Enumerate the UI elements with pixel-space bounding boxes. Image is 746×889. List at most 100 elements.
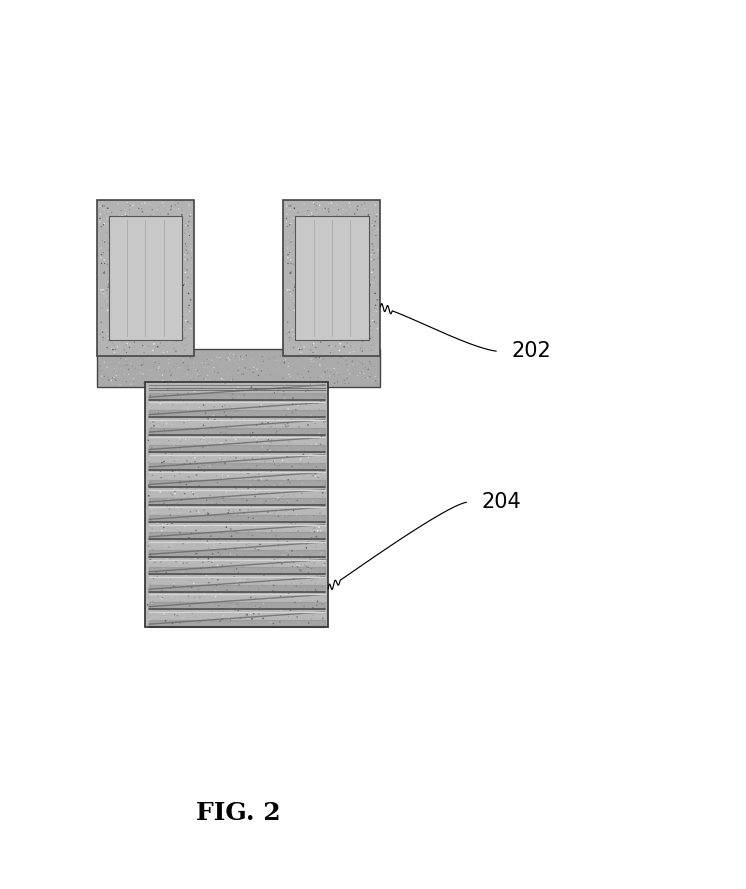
Point <box>251 485 263 499</box>
Point <box>166 372 178 387</box>
Point <box>143 332 155 346</box>
Point <box>354 322 366 336</box>
Point <box>288 294 300 308</box>
Point <box>329 328 341 342</box>
Point <box>215 353 227 367</box>
Point <box>204 373 216 388</box>
Point <box>107 284 119 298</box>
Point <box>213 532 225 546</box>
Point <box>341 271 353 285</box>
Point <box>231 404 242 419</box>
Point <box>345 268 357 283</box>
Point <box>122 219 134 233</box>
Point <box>110 286 122 300</box>
Point <box>120 352 132 366</box>
Point <box>319 560 331 574</box>
Point <box>125 348 137 362</box>
Point <box>189 562 201 576</box>
Point <box>122 214 134 228</box>
Point <box>319 202 330 216</box>
Point <box>124 296 136 310</box>
Point <box>282 511 294 525</box>
Point <box>170 537 182 551</box>
Point <box>231 450 242 464</box>
Point <box>148 284 160 298</box>
Point <box>239 405 251 420</box>
Point <box>132 289 144 303</box>
Point <box>227 389 239 404</box>
Point <box>289 201 301 215</box>
Point <box>305 467 317 481</box>
Point <box>97 283 109 297</box>
Point <box>204 550 216 565</box>
Point <box>216 428 228 442</box>
Point <box>233 361 245 375</box>
Point <box>225 613 236 628</box>
Point <box>316 271 327 285</box>
Point <box>271 381 283 396</box>
Point <box>331 228 343 242</box>
Point <box>289 596 301 610</box>
Point <box>157 225 169 239</box>
Point <box>181 583 192 597</box>
Point <box>315 335 327 349</box>
Point <box>262 372 274 386</box>
Point <box>298 284 310 298</box>
Point <box>371 209 383 223</box>
Point <box>286 442 298 456</box>
Point <box>328 276 340 291</box>
Point <box>351 198 363 212</box>
Point <box>95 369 107 383</box>
Point <box>304 511 316 525</box>
Point <box>229 525 241 539</box>
Point <box>302 204 314 218</box>
Point <box>293 336 305 350</box>
Point <box>192 364 204 378</box>
Point <box>215 525 227 540</box>
Point <box>262 525 274 540</box>
Point <box>134 366 146 380</box>
Point <box>148 369 160 383</box>
Point <box>339 236 351 251</box>
Point <box>313 357 325 372</box>
Point <box>256 416 268 430</box>
Point <box>231 562 242 576</box>
Point <box>133 313 145 327</box>
Point <box>280 212 292 226</box>
Point <box>301 456 313 470</box>
Point <box>281 283 293 297</box>
Point <box>340 302 352 316</box>
Point <box>336 272 348 286</box>
Point <box>154 301 166 316</box>
Point <box>157 244 169 259</box>
Point <box>333 210 345 224</box>
Point <box>350 261 362 276</box>
Point <box>232 604 244 618</box>
Point <box>161 247 173 261</box>
Point <box>307 220 319 235</box>
Point <box>289 605 301 620</box>
Point <box>368 252 380 267</box>
Point <box>272 477 283 492</box>
Point <box>158 297 170 311</box>
Point <box>229 542 241 557</box>
Point <box>309 255 321 269</box>
Point <box>278 388 290 402</box>
Point <box>168 438 180 453</box>
Point <box>101 340 113 355</box>
Point <box>243 363 255 377</box>
Point <box>103 373 115 388</box>
Point <box>148 575 160 589</box>
Point <box>252 543 264 557</box>
Point <box>114 231 126 245</box>
Point <box>277 376 289 390</box>
Point <box>145 549 157 564</box>
Point <box>181 406 192 420</box>
Point <box>358 291 370 305</box>
Point <box>166 278 178 292</box>
Point <box>272 425 284 439</box>
Point <box>199 354 211 368</box>
Point <box>316 552 328 566</box>
Point <box>141 274 153 288</box>
Point <box>145 548 157 562</box>
